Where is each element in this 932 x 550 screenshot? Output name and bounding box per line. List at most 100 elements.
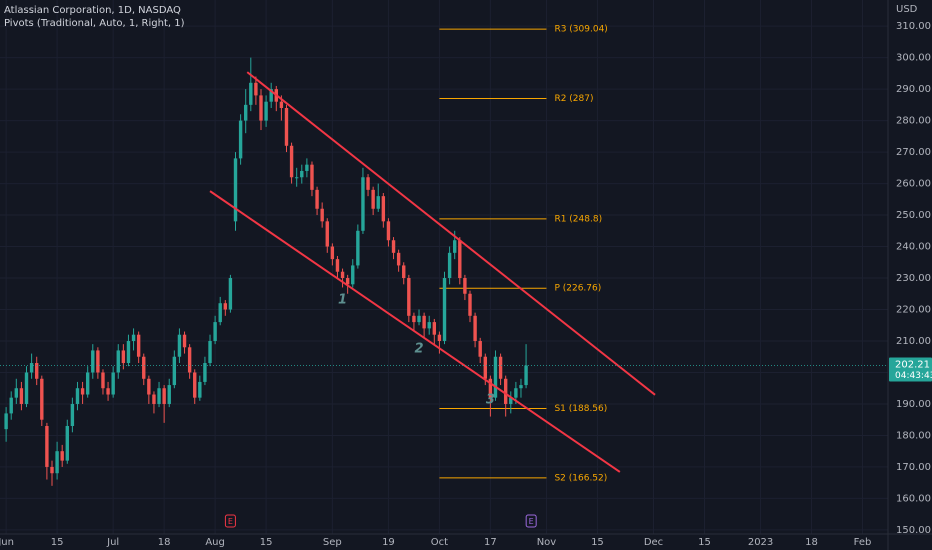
candle-body bbox=[106, 388, 110, 395]
candle-body bbox=[478, 340, 482, 357]
candle-body bbox=[366, 177, 370, 190]
earnings-label: E bbox=[529, 517, 534, 526]
x-tick-label: Nov bbox=[537, 537, 557, 548]
candle-body bbox=[473, 315, 477, 341]
trendline bbox=[209, 190, 621, 473]
x-tick-label: Sep bbox=[323, 537, 342, 548]
candle-body bbox=[371, 189, 375, 209]
candle-body bbox=[172, 356, 177, 386]
y-tick-label: 300.00 bbox=[896, 53, 931, 64]
candle-body bbox=[447, 252, 452, 279]
candle-body bbox=[259, 95, 263, 121]
wave-label: 2 bbox=[414, 341, 423, 356]
pivot-label: R2 (287) bbox=[554, 94, 593, 104]
y-tick-label: 210.00 bbox=[896, 336, 931, 347]
candle-body bbox=[91, 350, 95, 373]
wave-label: 3 bbox=[486, 392, 495, 407]
candle-body bbox=[458, 240, 462, 279]
candle-body bbox=[187, 347, 192, 373]
candle-body bbox=[65, 426, 69, 461]
candle-body bbox=[356, 230, 360, 266]
candle-body bbox=[136, 334, 141, 357]
candle-body bbox=[157, 388, 161, 404]
plot: R3 (309.04) R2 (287) R1 (248.8) P (226.76) S… bbox=[0, 25, 888, 528]
candle-body bbox=[116, 350, 120, 373]
x-tick-label: 15 bbox=[260, 537, 273, 548]
candle-body bbox=[345, 278, 350, 285]
candle-body bbox=[75, 388, 80, 404]
candle-body bbox=[218, 303, 222, 323]
x-tick-label: 17 bbox=[484, 537, 497, 548]
candle-body bbox=[162, 388, 166, 404]
candle-body bbox=[60, 451, 64, 461]
y-tick-label: 260.00 bbox=[896, 179, 931, 190]
candle-body bbox=[142, 356, 146, 379]
chart-title: Atlassian Corporation, 1D, NASDAQ bbox=[4, 5, 181, 16]
x-tick-label: Aug bbox=[205, 537, 225, 548]
candle-body bbox=[427, 322, 431, 329]
y-tick-label: 150.00 bbox=[896, 525, 931, 536]
candle-body bbox=[50, 466, 54, 474]
y-tick-label: 290.00 bbox=[896, 84, 931, 95]
candle-body bbox=[289, 145, 294, 178]
candle-body bbox=[193, 372, 197, 398]
x-tick-label: 18 bbox=[805, 537, 818, 548]
trendline bbox=[246, 71, 656, 396]
earnings-marker bbox=[224, 514, 236, 528]
candle-body bbox=[442, 278, 447, 341]
price-badge bbox=[889, 357, 932, 382]
candle-body bbox=[111, 372, 115, 395]
y-tick-label: 160.00 bbox=[896, 493, 931, 504]
y-tick-label: 190.00 bbox=[896, 399, 931, 410]
pivot-label: S1 (188.56) bbox=[554, 404, 607, 414]
candle-body bbox=[294, 177, 299, 179]
candle-body bbox=[376, 196, 380, 209]
candle-body bbox=[19, 388, 24, 404]
candle-body bbox=[269, 89, 273, 102]
candle-body bbox=[488, 378, 493, 398]
y-tick-label: 270.00 bbox=[896, 147, 931, 158]
y-tick-label: 310.00 bbox=[896, 21, 931, 32]
y-tick-label: 220.00 bbox=[896, 305, 931, 316]
grid bbox=[0, 0, 888, 534]
candle-body bbox=[182, 334, 187, 348]
candle-body bbox=[381, 196, 386, 222]
candle-body bbox=[417, 315, 421, 323]
candle-body bbox=[40, 378, 44, 420]
candle-body bbox=[524, 365, 528, 386]
candle-body bbox=[514, 388, 518, 398]
y-tick-label: 280.00 bbox=[896, 116, 931, 127]
candle-body bbox=[422, 315, 426, 329]
candle-body bbox=[340, 271, 345, 279]
candle-body bbox=[9, 397, 13, 414]
candle-body bbox=[264, 101, 268, 121]
candle-body bbox=[96, 350, 100, 373]
wave-label: 1 bbox=[338, 293, 347, 308]
candle-body bbox=[432, 322, 437, 335]
candle-body bbox=[335, 259, 340, 272]
candle-body bbox=[509, 397, 513, 404]
candle-body bbox=[310, 164, 314, 190]
pivot-label: R1 (248.8) bbox=[554, 214, 602, 224]
candle-body bbox=[29, 363, 34, 373]
candle-body bbox=[361, 177, 365, 231]
candle-body bbox=[213, 322, 217, 341]
candle-body bbox=[244, 104, 248, 121]
candle-body bbox=[483, 356, 487, 379]
candle-body bbox=[238, 120, 243, 159]
currency-label: USD bbox=[896, 4, 918, 15]
candle-body bbox=[121, 350, 126, 364]
candle-body bbox=[24, 372, 29, 404]
candle-body bbox=[284, 107, 289, 146]
candle-body bbox=[198, 381, 202, 398]
candle-body bbox=[233, 158, 238, 222]
candle-body bbox=[386, 221, 391, 241]
price-label: 202.21 bbox=[895, 360, 930, 371]
candle-body bbox=[519, 385, 523, 389]
candle-body bbox=[228, 278, 233, 310]
candle-body bbox=[402, 265, 406, 279]
candle-body bbox=[85, 372, 90, 395]
x-tick-label: 18 bbox=[158, 537, 171, 548]
